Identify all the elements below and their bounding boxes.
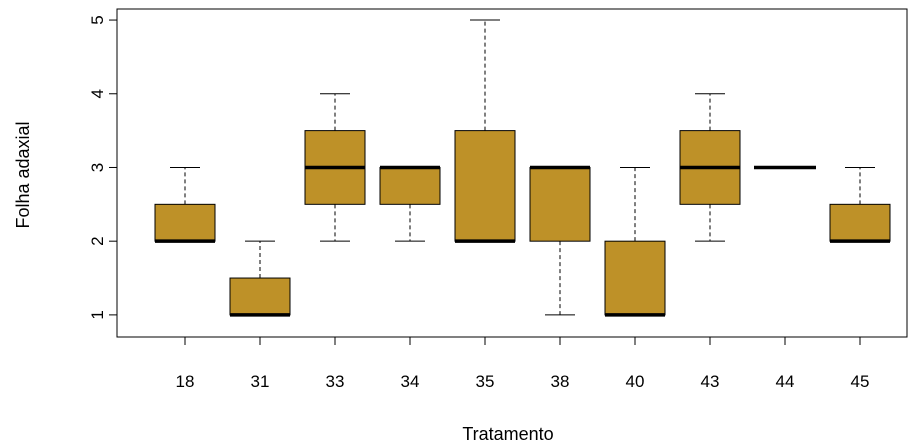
box-iqr <box>379 166 441 205</box>
box-iqr <box>229 277 291 316</box>
y-tick-label: 1 <box>88 310 107 319</box>
x-tick-label: 44 <box>776 372 795 391</box>
box-43 <box>679 93 741 242</box>
box-18 <box>154 166 216 243</box>
x-tick-label: 34 <box>401 372 420 391</box>
y-tick-label: 5 <box>88 15 107 24</box>
box-iqr <box>604 240 666 316</box>
x-tick-label: 31 <box>251 372 270 391</box>
x-tick-label: 38 <box>551 372 570 391</box>
box-iqr <box>529 166 591 242</box>
x-tick-label: 18 <box>176 372 195 391</box>
y-tick-label: 2 <box>88 236 107 245</box>
x-tick-label: 45 <box>851 372 870 391</box>
box-35 <box>454 19 516 243</box>
box-40 <box>604 166 666 317</box>
y-axis: 1 2 3 4 5 <box>88 15 118 320</box>
y-tick-label: 3 <box>88 163 107 172</box>
box-33 <box>304 93 366 242</box>
x-tick-label: 43 <box>701 372 720 391</box>
y-axis-title: Folha adaxial <box>13 121 33 228</box>
box-31 <box>229 240 291 317</box>
x-tick-label: 33 <box>326 372 345 391</box>
box-45 <box>829 166 891 243</box>
x-axis-title: Tratamento <box>462 424 553 444</box>
box-iqr <box>454 130 516 242</box>
plot-area <box>116 8 908 338</box>
x-tick-label: 40 <box>626 372 645 391</box>
box-38 <box>529 165 591 316</box>
box-34 <box>379 165 441 242</box>
x-axis: 18 31 33 34 35 38 40 43 44 45 <box>176 336 870 391</box>
x-tick-label: 35 <box>476 372 495 391</box>
y-tick-label: 4 <box>88 89 107 98</box>
box-iqr <box>154 203 216 242</box>
box-iqr <box>829 203 891 242</box>
